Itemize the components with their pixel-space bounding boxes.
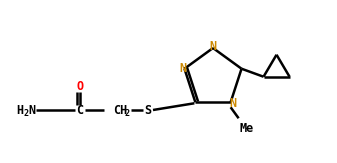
Text: N: N <box>179 62 186 75</box>
Text: Me: Me <box>240 122 254 135</box>
Text: 2: 2 <box>124 109 129 118</box>
Text: N: N <box>229 97 236 110</box>
Text: N: N <box>209 40 217 53</box>
Text: CH: CH <box>113 104 127 117</box>
Text: S: S <box>145 104 152 117</box>
Text: O: O <box>76 81 84 94</box>
Text: C: C <box>76 104 84 117</box>
Text: N: N <box>28 104 36 117</box>
Text: 2: 2 <box>24 109 29 118</box>
Text: H: H <box>17 104 24 117</box>
